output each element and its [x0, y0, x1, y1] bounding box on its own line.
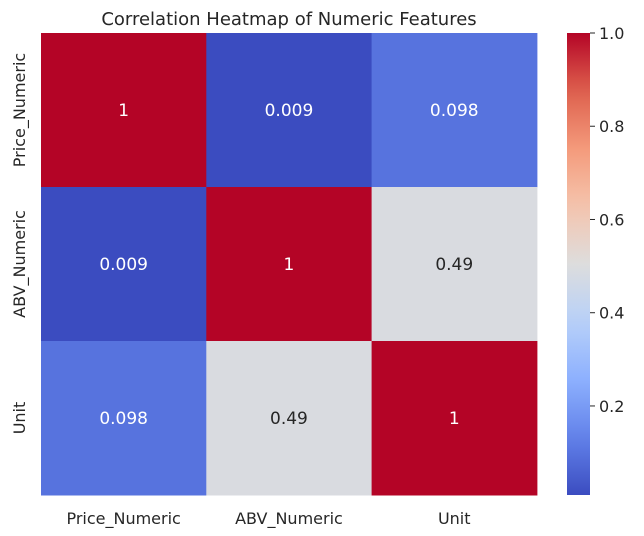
y-tick-label: Unit — [10, 402, 29, 435]
cell-annotation: 0.49 — [435, 255, 473, 275]
colorbar-gradient — [567, 33, 590, 495]
cell-annotation: 0.009 — [99, 255, 148, 275]
heatmap-cell — [371, 341, 538, 496]
heatmap-cell — [371, 187, 538, 342]
heatmap-cell — [371, 33, 538, 188]
cell-annotation: 0.009 — [265, 101, 314, 121]
y-axis-tick-labels: Price_Numeric ABV_Numeric Unit — [10, 53, 30, 434]
heatmap-cell — [206, 187, 373, 342]
cell-annotation: 1 — [449, 409, 460, 429]
cell-annotation: 1 — [284, 255, 295, 275]
y-tick-label: Price_Numeric — [10, 53, 30, 167]
cell-annotation: 1 — [118, 101, 129, 121]
cell-annotations: 1 0.009 0.098 0.009 1 0.49 0.098 0.49 1 — [99, 101, 478, 429]
heatmap-cells — [41, 33, 538, 496]
y-tick-label: ABV_Numeric — [10, 210, 30, 318]
x-axis-tick-labels: Price_Numeric ABV_Numeric Unit — [66, 509, 470, 529]
heatmap-cell — [41, 33, 207, 188]
cell-annotation: 0.098 — [99, 409, 148, 429]
colorbar-tick-label: 0.6 — [599, 210, 624, 229]
heatmap-cell — [206, 341, 373, 496]
chart-title: Correlation Heatmap of Numeric Features — [101, 9, 476, 30]
heatmap-cell — [206, 33, 373, 188]
colorbar-tick-label: 0.4 — [599, 304, 624, 323]
heatmap-cell — [41, 187, 207, 342]
colorbar: 0.2 0.4 0.6 0.8 1.0 — [567, 24, 624, 495]
colorbar-tick-label: 0.8 — [599, 117, 624, 136]
heatmap-cell — [41, 341, 207, 496]
colorbar-tick-label: 1.0 — [599, 24, 624, 43]
colorbar-tick-label: 0.2 — [599, 397, 624, 416]
x-tick-label: Unit — [438, 509, 471, 528]
x-tick-label: ABV_Numeric — [235, 509, 343, 529]
cell-annotation: 0.098 — [430, 101, 479, 121]
x-tick-label: Price_Numeric — [66, 509, 180, 529]
cell-annotation: 0.49 — [270, 409, 308, 429]
